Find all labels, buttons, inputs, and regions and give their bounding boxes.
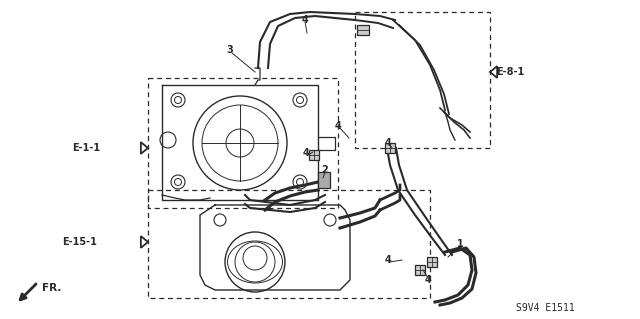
Text: 4: 4 [385, 255, 392, 265]
Text: E-8-1: E-8-1 [496, 67, 524, 77]
Text: S9V4 E1511: S9V4 E1511 [516, 303, 574, 313]
Text: 4: 4 [303, 148, 309, 158]
Text: 4: 4 [424, 275, 431, 285]
Polygon shape [141, 236, 148, 248]
Text: 1: 1 [456, 239, 463, 249]
Bar [148, 190, 430, 298]
Bar [385, 143, 395, 153]
Bar [415, 265, 425, 275]
Text: E-1-1: E-1-1 [72, 143, 100, 153]
Text: 3: 3 [227, 45, 234, 55]
Text: E-15-1: E-15-1 [62, 237, 97, 247]
Bar [355, 12, 490, 148]
Polygon shape [141, 142, 148, 154]
Text: FR.: FR. [42, 283, 61, 293]
Bar [357, 25, 369, 35]
Bar [427, 257, 437, 267]
Text: 4: 4 [301, 15, 308, 25]
Text: 4: 4 [385, 138, 392, 148]
Bar [318, 172, 330, 188]
Bar [148, 78, 338, 208]
Text: 2: 2 [322, 165, 328, 175]
Text: 4: 4 [335, 121, 341, 131]
Bar [309, 150, 319, 160]
Polygon shape [490, 66, 497, 78]
